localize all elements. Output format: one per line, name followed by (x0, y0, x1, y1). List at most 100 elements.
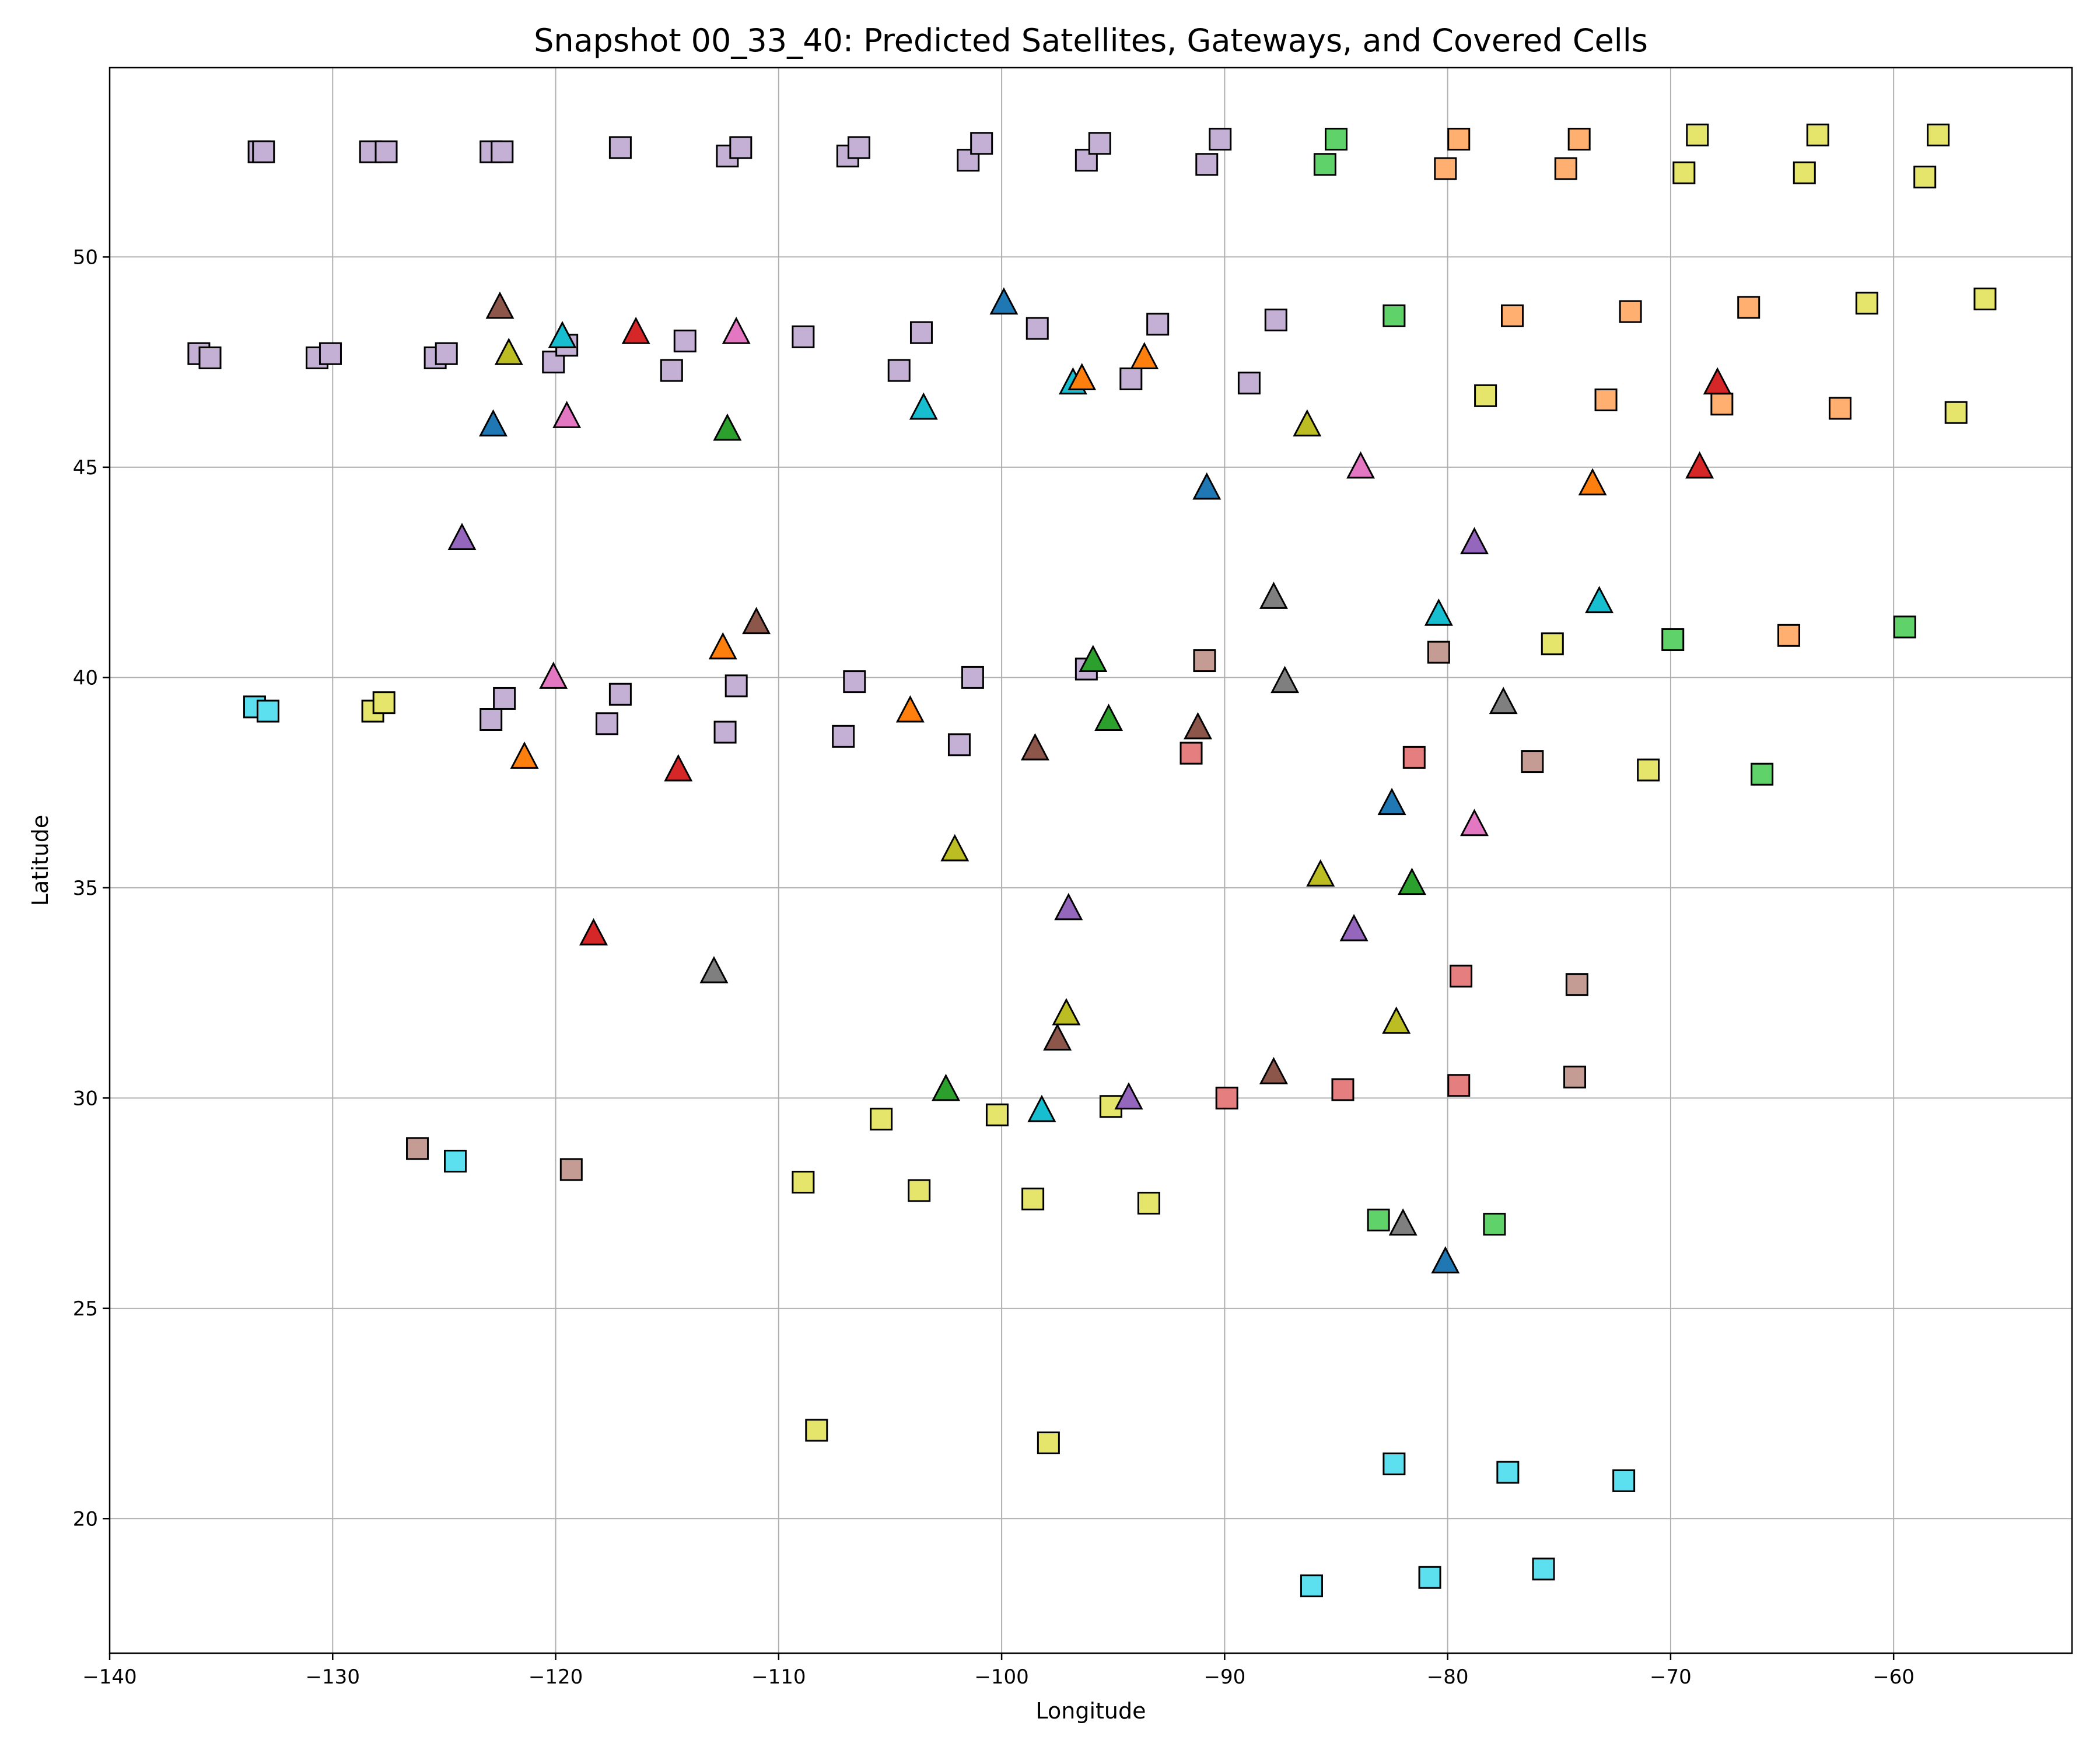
satellite-triangle-marker (664, 754, 693, 782)
satellite-triangle-marker (708, 632, 737, 660)
cell-square-marker (961, 666, 984, 689)
cell-square-marker (1855, 292, 1878, 315)
cell-square-marker (318, 342, 342, 365)
cell-square-marker (1382, 1452, 1406, 1476)
cell-square-marker (1447, 1074, 1471, 1097)
cell-square-marker (1021, 1187, 1045, 1210)
cell-square-marker (847, 136, 870, 159)
cell-square-marker (1496, 1461, 1520, 1484)
satellite-triangle-marker (1346, 451, 1376, 479)
cell-square-marker (374, 140, 398, 163)
cell-square-marker (608, 136, 632, 159)
satellite-triangle-marker (713, 413, 742, 441)
x-tick-label: −120 (528, 1665, 583, 1689)
y-tick-label: 35 (73, 877, 98, 900)
cell-square-marker (870, 1107, 893, 1130)
satellite-triangle-marker (552, 401, 582, 428)
cell-square-marker (673, 330, 696, 353)
satellite-triangle-marker (621, 316, 650, 344)
satellite-triangle-marker (1094, 704, 1124, 731)
satellite-triangle-marker (579, 918, 608, 946)
satellite-triangle-marker (1388, 1208, 1418, 1236)
satellite-triangle-marker (479, 409, 508, 437)
cell-square-marker (608, 682, 632, 706)
satellite-triangle-marker (1460, 527, 1489, 555)
cell-square-marker (1944, 401, 1968, 424)
satellite-triangle-marker (1027, 1094, 1056, 1122)
cell-square-marker (1450, 964, 1473, 988)
cell-square-marker (1541, 632, 1564, 656)
cell-square-marker (1777, 624, 1801, 647)
cell-square-marker (805, 1419, 828, 1442)
cell-square-marker (909, 321, 933, 344)
satellite-triangle-marker (485, 291, 514, 319)
satellite-triangle-marker (447, 523, 477, 550)
satellite-triangle-marker (494, 338, 523, 365)
y-tick-label: 45 (73, 456, 98, 480)
cell-square-marker (1088, 132, 1111, 155)
cell-square-marker (1367, 1208, 1390, 1231)
cell-square-marker (1146, 313, 1170, 336)
cell-square-marker (1037, 1432, 1060, 1455)
satellite-triangle-marker (989, 287, 1019, 315)
axis-ticks: −140 −130 −120 −110 −100 −90 −80 −70 −60 20 25 30 35… (73, 246, 1915, 1689)
satellite-triangle-marker (1431, 1246, 1460, 1274)
x-tick-label: −90 (1203, 1665, 1245, 1689)
satellite-triangle-marker (1424, 598, 1453, 626)
satellite-triangle-marker (940, 834, 970, 862)
cell-square-marker (444, 1149, 467, 1172)
satellite-triangle-marker (1259, 582, 1288, 609)
cell-square-marker (1710, 393, 1734, 416)
cell-square-marker (198, 346, 222, 369)
cell-square-marker (792, 1171, 815, 1194)
cell-square-marker (1402, 746, 1426, 769)
cell-square-marker (1325, 128, 1348, 151)
satellite-triangle-marker (722, 316, 751, 344)
satellite-triangle-marker (1054, 892, 1083, 921)
cell-square-marker (1500, 304, 1524, 327)
cell-square-marker (1686, 123, 1709, 146)
satellite-triangle-marker (1339, 914, 1368, 942)
cell-square-marker (1427, 640, 1450, 664)
cell-square-marker (1195, 153, 1219, 176)
x-tick-label: −60 (1873, 1665, 1915, 1689)
cell-square-marker (908, 1179, 931, 1202)
cell-square-marker (480, 708, 503, 731)
cell-square-marker (985, 1103, 1009, 1126)
satellite-triangle-marker (895, 695, 925, 723)
satellite-triangle-marker (1703, 367, 1732, 395)
x-axis-title: Longitude (1036, 1698, 1146, 1724)
cell-square-marker (1119, 368, 1143, 391)
cell-square-marker (1418, 1566, 1441, 1589)
cell-square-marker (843, 670, 866, 694)
cell-square-marker (559, 1158, 583, 1181)
satellite-triangle-marker (1079, 645, 1108, 673)
cell-square-marker (1806, 123, 1829, 146)
cell-square-marker (493, 687, 516, 710)
cell-square-marker (1563, 1065, 1587, 1088)
cell-square-marker (1521, 750, 1544, 774)
cell-square-marker (1927, 123, 1950, 146)
cell-square-marker (1209, 128, 1232, 151)
satellite-triangle-marker (1397, 867, 1426, 895)
satellite-triangle-marker (1460, 808, 1489, 836)
cell-square-marker (1637, 758, 1660, 782)
y-tick-label: 30 (73, 1087, 98, 1110)
cell-square-marker (1612, 1469, 1636, 1492)
cell-square-marker (1382, 304, 1406, 327)
satellite-triangle-marker (1259, 1056, 1288, 1084)
y-axis-title: Latitude (27, 815, 53, 906)
satellite-triangle-marker (1377, 788, 1406, 816)
x-tick-label: −100 (974, 1665, 1028, 1689)
cell-square-marker (435, 342, 458, 365)
chart-title: Snapshot 00_33_40: Predicted Satellites,… (534, 22, 1648, 59)
cell-square-marker (595, 712, 618, 736)
cell-square-marker (1565, 973, 1588, 996)
cell-square-marker (1483, 1213, 1506, 1236)
cell-square-marker (1973, 288, 1997, 311)
cell-square-marker (713, 720, 737, 744)
satellite-triangle-marker (1043, 1023, 1072, 1051)
cell-square-marker (1913, 165, 1937, 188)
x-tick-label: −70 (1650, 1665, 1692, 1689)
cell-square-marker (1215, 1086, 1238, 1110)
